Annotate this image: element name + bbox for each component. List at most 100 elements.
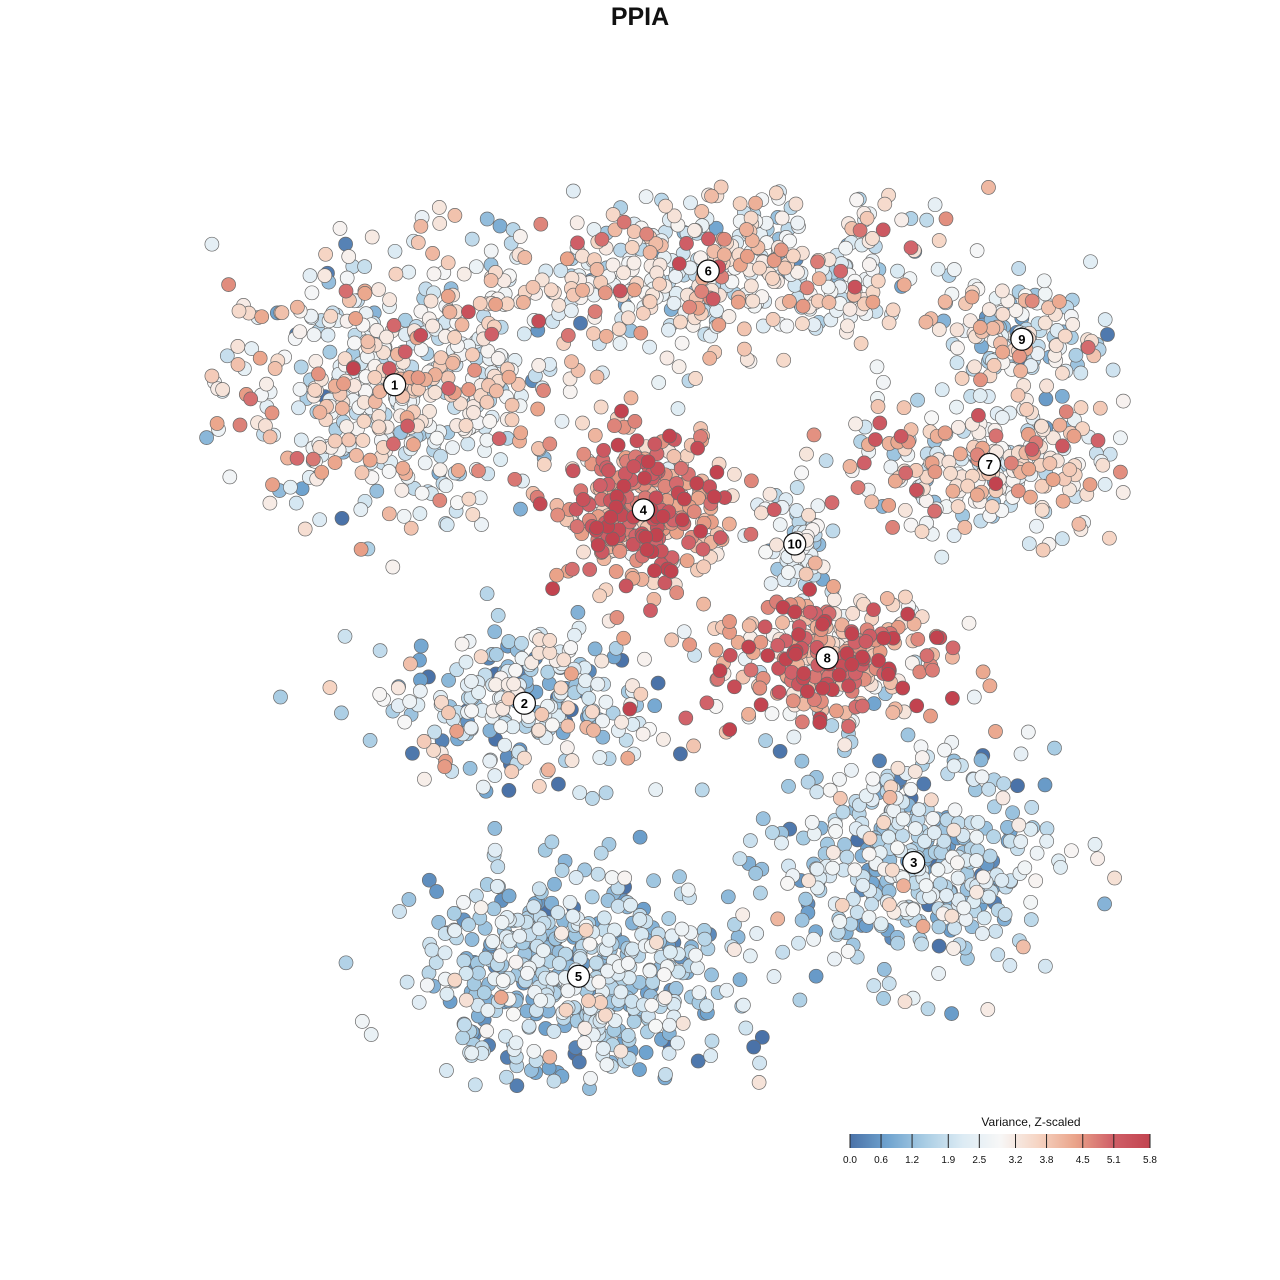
cell-point [972,388,988,403]
cell-point [317,268,333,283]
cell-point [490,608,506,623]
cell-point [997,907,1013,922]
cell-point [661,322,676,338]
cell-point [338,283,354,299]
cell-point [872,753,887,769]
cell-point [897,994,913,1010]
cell-point [1024,442,1040,457]
cell-point [494,915,510,930]
cell-point [920,1001,936,1017]
cell-point [1054,388,1070,404]
cell-point [785,248,801,264]
cell-point [632,1062,647,1077]
cell-point [334,510,350,526]
cell-point [719,982,734,998]
legend-ticks: 0.0 0.6 1.2 1.9 2.5 3.2 3.8 4.5 5.1 5.8 [843,1134,1157,1166]
cell-point [832,790,848,806]
cell-point [397,714,413,730]
cell-point [980,1002,996,1017]
cell-point [647,563,662,579]
cell-point [895,811,911,827]
cell-point [969,243,985,258]
cell-point [821,295,837,310]
cell-point [292,381,308,397]
cell-point [950,855,965,871]
cell-point [694,204,710,219]
cell-point [859,210,875,226]
cell-point [844,626,860,642]
cell-point [565,463,581,479]
cell-point [865,231,880,246]
cell-point [312,440,328,455]
cell-point [457,1017,472,1033]
cell-point [895,680,911,696]
cell-point [401,892,417,907]
cell-point [483,273,499,288]
cell-point [674,512,690,528]
cell-point [773,242,789,258]
cluster-label-1: 1 [383,373,407,397]
cluster-label-badge [696,259,720,283]
cell-point [622,701,638,717]
cluster-label-7: 7 [977,452,1002,476]
cell-point [587,427,603,443]
cell-point [740,248,755,264]
cell-point [1023,894,1039,910]
cluster-label-text: 9 [1018,332,1025,347]
cell-point [347,335,362,351]
cell-point [671,359,687,375]
cell-point [799,446,814,462]
cell-point [437,759,453,775]
cell-point [592,588,608,604]
cell-point [930,261,946,277]
cell-point [1029,518,1044,534]
cell-point [908,821,923,836]
cell-point [824,495,840,510]
cell-point [975,869,991,885]
cell-point [741,706,756,722]
cell-point [531,358,547,373]
cell-points [199,179,1131,1096]
cell-point [785,693,801,709]
cell-point [550,905,566,920]
cell-point [259,376,274,392]
cell-point [599,1057,615,1072]
cell-point [644,997,660,1013]
cell-point [690,1053,706,1069]
cell-point [1058,404,1074,420]
cell-point [432,462,448,478]
cell-point [946,941,961,956]
cell-point [969,487,985,503]
cell-point [916,776,932,792]
cell-point [1102,530,1117,546]
cell-point [581,690,597,706]
cell-point [865,294,881,310]
cell-point [924,410,939,426]
cell-point [605,531,620,547]
legend-tick-label: 4.5 [1076,1155,1090,1166]
cell-point [945,690,960,706]
cell-point [414,485,430,501]
cell-point [981,781,997,797]
cell-point [554,925,569,941]
cell-point [841,678,856,694]
cluster-label-badge [1010,327,1034,351]
cell-point [532,496,548,512]
cell-point [642,294,658,310]
cell-point [478,950,494,966]
cell-point [508,663,523,678]
cell-point [794,714,810,730]
cell-point [493,719,509,735]
cell-point [297,521,313,537]
cluster-label-text: 10 [788,537,802,552]
cell-point [1017,860,1033,876]
cell-point [736,997,751,1013]
cell-point [439,517,455,533]
cell-point [219,348,235,364]
cell-point [513,501,528,517]
cell-point [382,292,397,308]
cell-point [1029,845,1045,861]
cell-point [543,282,559,298]
cell-point [341,432,357,448]
cell-point [292,324,308,340]
